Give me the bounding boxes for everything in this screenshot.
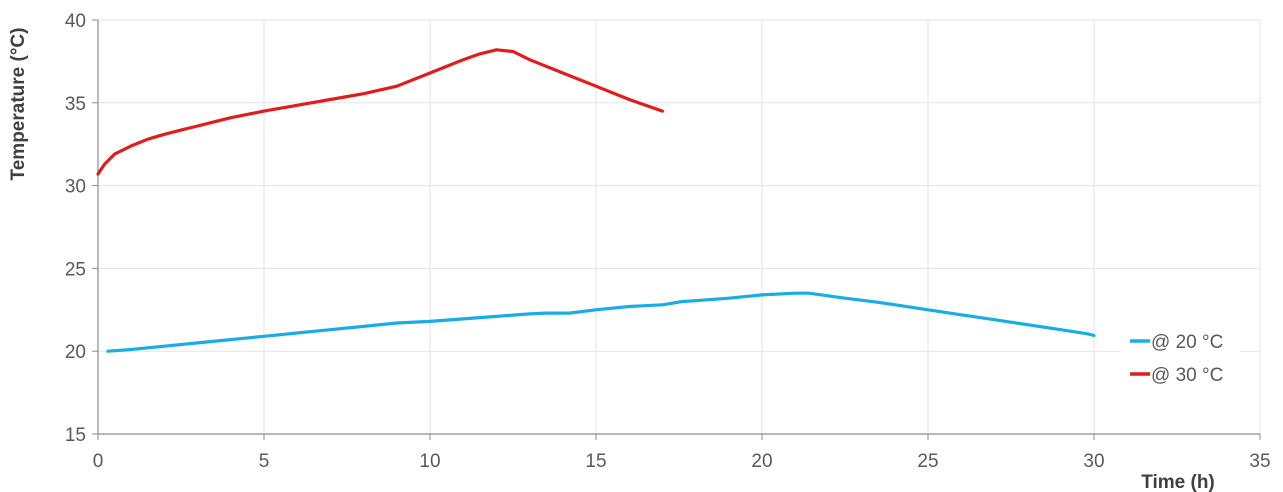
legend: @ 20 °C @ 30 °C (1120, 322, 1240, 394)
x-tick-label: 30 (1083, 451, 1104, 472)
y-tick-label: 30 (65, 177, 86, 198)
x-tick-label: 5 (259, 451, 270, 472)
y-tick-label: 35 (65, 94, 86, 115)
axes: 0 5 10 15 20 25 30 35 15 20 25 30 35 40 (65, 11, 1271, 472)
y-tick-label: 15 (65, 425, 86, 446)
x-tick-label: 0 (93, 451, 104, 472)
x-tick-label: 20 (751, 451, 772, 472)
series-lines (96, 48, 1096, 353)
legend-label-1: @ 30 °C (1151, 365, 1223, 386)
series-line-1 (96, 48, 665, 176)
y-tick-label: 25 (65, 259, 86, 280)
x-axis-title: Time (h) (1141, 472, 1215, 492)
y-tick-label: 40 (65, 11, 86, 32)
x-tick-label: 25 (917, 451, 938, 472)
legend-box (1120, 322, 1240, 394)
y-tick-label: 20 (65, 342, 86, 363)
x-tick-label: 10 (419, 451, 440, 472)
y-axis-title: Temperature (°C) (8, 28, 29, 181)
x-tick-label: 35 (1249, 451, 1270, 472)
series-line-0 (106, 291, 1096, 353)
legend-label-0: @ 20 °C (1151, 332, 1223, 353)
x-tick-label: 15 (585, 451, 606, 472)
gridlines (98, 19, 1261, 434)
